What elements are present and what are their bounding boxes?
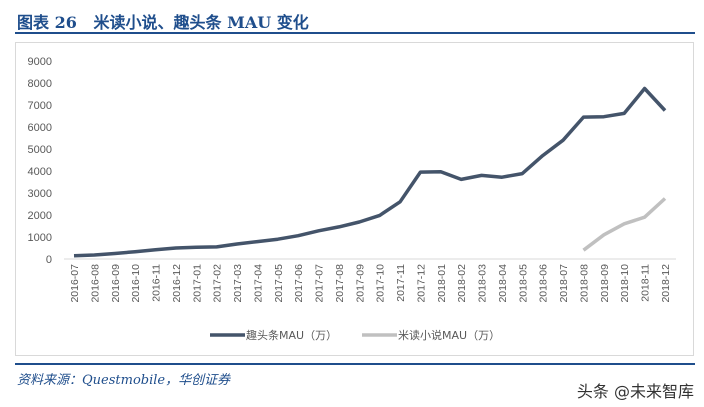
x-tick-label: 2017-05: [273, 264, 285, 303]
y-tick-label: 2000: [28, 210, 52, 222]
y-tick-label: 7000: [28, 100, 52, 112]
y-tick-label: 1000: [28, 232, 52, 244]
x-tick-label: 2016-12: [171, 264, 183, 303]
legend-label-1: 趣头条MAU（万）: [246, 328, 337, 342]
y-tick-label: 3000: [28, 188, 52, 200]
x-tick-label: 2017-08: [334, 264, 346, 303]
x-tick-label: 2018-09: [599, 264, 611, 303]
y-tick-label: 6000: [28, 122, 52, 134]
x-tick-label: 2018-11: [640, 264, 652, 302]
y-tick-label: 4000: [28, 166, 52, 178]
x-tick-label: 2017-10: [375, 264, 387, 303]
x-tick-label: 2017-03: [232, 264, 244, 303]
y-tick-label: 0: [46, 254, 52, 266]
footer-divider: [15, 363, 695, 365]
watermark: 头条 @未来智库: [576, 382, 694, 401]
x-tick-label: 2016-07: [69, 264, 81, 303]
x-tick-label: 2018-04: [497, 264, 509, 303]
source-note: 资料来源：Questmobile，华创证券: [17, 373, 231, 388]
x-tick-label: 2016-10: [130, 264, 142, 303]
x-tick-label: 2018-06: [538, 264, 550, 303]
x-tick-label: 2018-03: [477, 264, 489, 303]
x-tick-label: 2017-12: [415, 264, 427, 303]
series-line-2: [582, 197, 667, 252]
figure-title: 图表 26 米读小说、趣头条 MAU 变化: [17, 13, 309, 32]
x-tick-label: 2016-08: [89, 264, 101, 303]
y-tick-label: 8000: [28, 78, 52, 90]
x-tick-label: 2018-07: [558, 264, 570, 303]
x-tick-label: 2018-10: [619, 264, 631, 303]
title-divider: [15, 32, 695, 34]
x-tick-label: 2016-11: [151, 264, 163, 302]
x-tick-label: 2017-11: [395, 264, 407, 302]
x-tick-label: 2017-01: [191, 264, 203, 303]
x-tick-label: 2016-09: [110, 264, 122, 303]
x-tick-label: 2017-04: [252, 264, 264, 303]
series-line-1: [73, 86, 667, 258]
y-tick-label: 5000: [28, 144, 52, 156]
x-tick-label: 2017-02: [212, 264, 224, 303]
x-tick-label: 2018-05: [517, 264, 529, 303]
x-tick-label: 2018-01: [436, 264, 448, 303]
x-tick-label: 2017-07: [314, 264, 326, 303]
y-tick-label: 9000: [28, 56, 52, 68]
x-tick-label: 2018-08: [578, 264, 590, 303]
x-tick-label: 2017-06: [293, 264, 305, 303]
x-tick-label: 2018-02: [456, 264, 468, 303]
legend-label-2: 米读小说MAU（万）: [398, 328, 500, 342]
x-tick-label: 2018-12: [660, 264, 672, 303]
chart-frame: [15, 42, 694, 356]
x-tick-label: 2017-09: [354, 264, 366, 303]
